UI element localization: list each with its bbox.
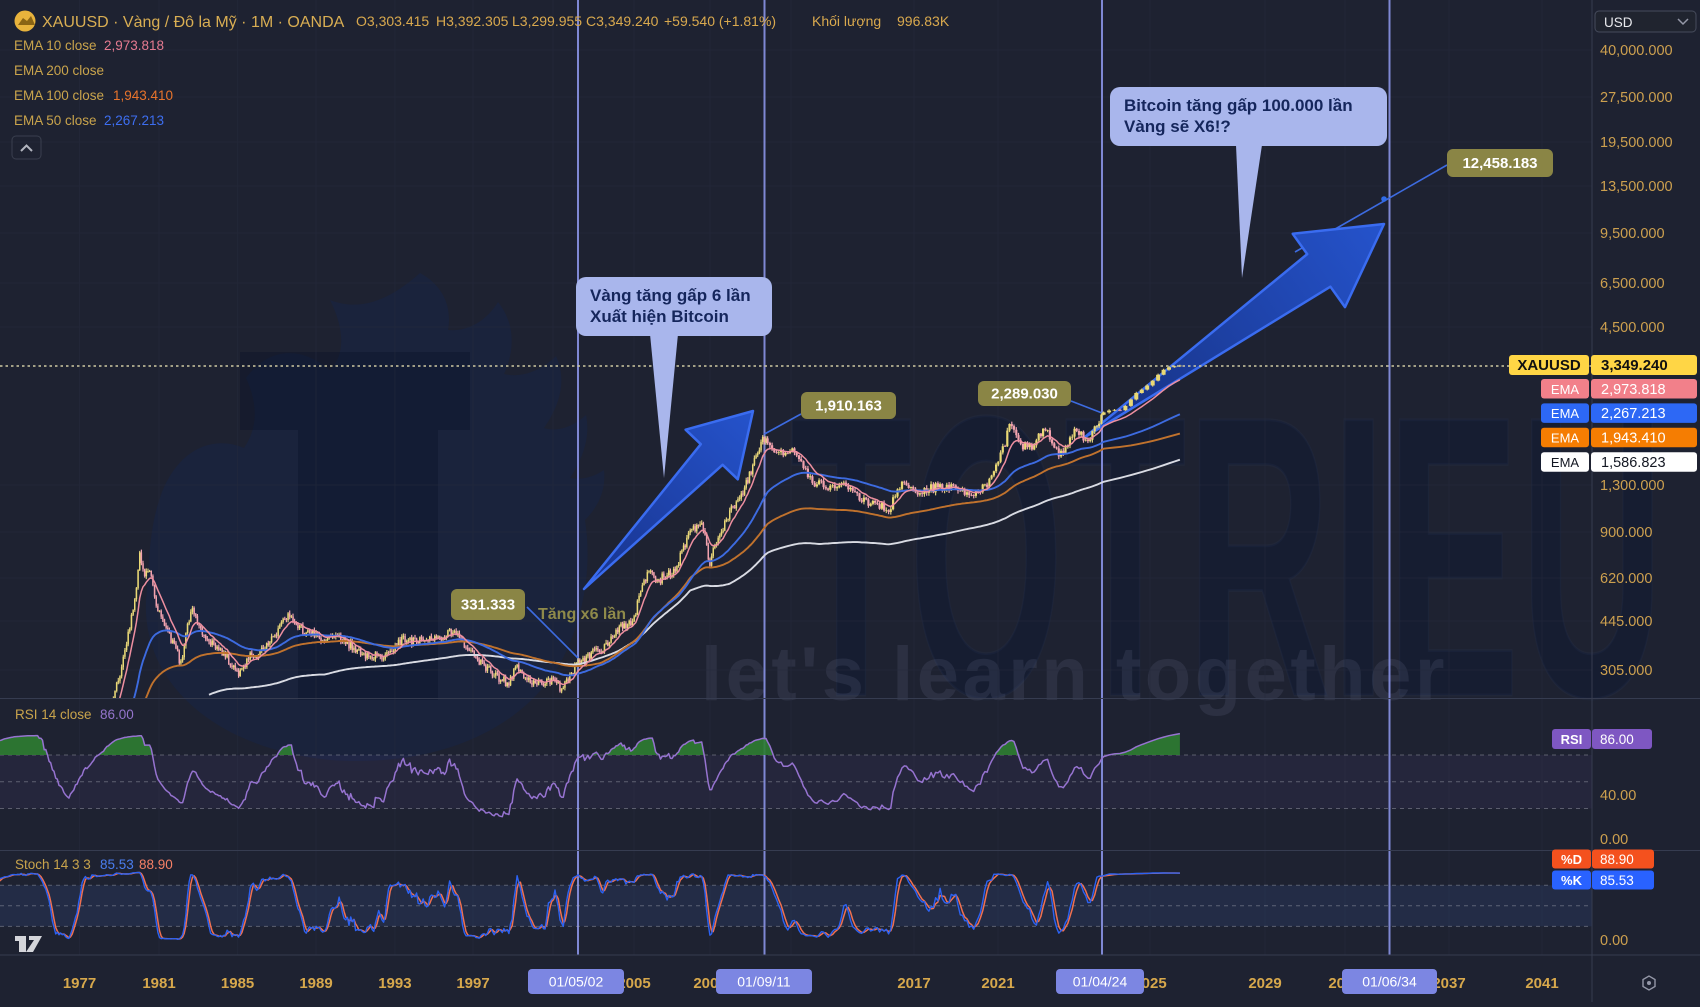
svg-text:Khối lượng: Khối lượng [812, 13, 881, 29]
svg-text:01/06/34: 01/06/34 [1362, 974, 1417, 990]
svg-text:2037: 2037 [1432, 975, 1465, 992]
svg-text:19,500.000: 19,500.000 [1600, 135, 1673, 151]
svg-text:1,943.410: 1,943.410 [1601, 431, 1666, 447]
svg-text:01/05/02: 01/05/02 [549, 974, 604, 990]
svg-text:2,973.818: 2,973.818 [104, 38, 164, 53]
svg-text:2,267.213: 2,267.213 [104, 113, 164, 128]
svg-text:331.333: 331.333 [461, 597, 515, 614]
svg-text:L3,299.955: L3,299.955 [512, 13, 582, 29]
svg-text:86.00: 86.00 [1600, 732, 1634, 747]
svg-text:01/09/11: 01/09/11 [737, 974, 791, 990]
svg-text:USD: USD [1604, 15, 1633, 30]
svg-text:9,500.000: 9,500.000 [1600, 226, 1665, 242]
svg-text:305.000: 305.000 [1600, 663, 1652, 679]
svg-text:1,300.000: 1,300.000 [1600, 478, 1665, 494]
svg-text:O3,303.415: O3,303.415 [356, 13, 429, 29]
svg-text:1,943.410: 1,943.410 [113, 88, 173, 103]
svg-text:EMA 10 close: EMA 10 close [14, 38, 97, 53]
svg-text:XAUUSD · Vàng / Đô la Mỹ · 1M: XAUUSD · Vàng / Đô la Mỹ · 1M · OANDA [42, 14, 345, 31]
svg-text:2029: 2029 [1248, 975, 1281, 992]
svg-text:445.000: 445.000 [1600, 614, 1652, 630]
svg-text:6,500.000: 6,500.000 [1600, 276, 1665, 292]
svg-text:RSI: RSI [1561, 732, 1583, 747]
svg-text:EMA 50 close: EMA 50 close [14, 113, 97, 128]
svg-text:EMA: EMA [1551, 431, 1580, 446]
svg-text:H3,392.305: H3,392.305 [436, 13, 509, 29]
svg-text:0.00: 0.00 [1600, 933, 1628, 949]
svg-text:996.83K: 996.83K [897, 13, 950, 29]
svg-text:2017: 2017 [897, 975, 930, 992]
svg-text:27,500.000: 27,500.000 [1600, 90, 1673, 106]
svg-text:Stoch 14 3 3: Stoch 14 3 3 [15, 857, 91, 872]
svg-text:Vàng tăng gấp 6 lần: Vàng tăng gấp 6 lần [590, 286, 751, 305]
svg-text:%K: %K [1561, 873, 1583, 888]
svg-text:EMA: EMA [1551, 455, 1580, 470]
svg-text:+59.540 (+1.81%): +59.540 (+1.81%) [664, 13, 776, 29]
svg-text:2,267.213: 2,267.213 [1601, 406, 1666, 422]
svg-text:Tăng x6 lần: Tăng x6 lần [538, 606, 626, 623]
svg-text:EMA: EMA [1551, 406, 1580, 421]
svg-text:2,289.030: 2,289.030 [991, 386, 1058, 403]
svg-text:C3,349.240: C3,349.240 [586, 13, 659, 29]
svg-text:620.000: 620.000 [1600, 571, 1652, 587]
svg-text:1977: 1977 [63, 975, 96, 992]
svg-text:85.53: 85.53 [100, 857, 134, 872]
svg-text:3,349.240: 3,349.240 [1601, 357, 1668, 374]
svg-text:Xuất hiện Bitcoin: Xuất hiện Bitcoin [590, 307, 729, 326]
svg-text:13,500.000: 13,500.000 [1600, 179, 1673, 195]
svg-text:85.53: 85.53 [1600, 873, 1634, 888]
svg-text:Bitcoin tăng gấp 100.000 lần: Bitcoin tăng gấp 100.000 lần [1124, 96, 1353, 115]
svg-text:86.00: 86.00 [100, 707, 134, 722]
svg-text:12,458.183: 12,458.183 [1462, 155, 1537, 172]
svg-text:1997: 1997 [456, 975, 489, 992]
svg-text:EMA 200 close: EMA 200 close [14, 63, 104, 78]
svg-text:2,973.818: 2,973.818 [1601, 382, 1666, 398]
svg-text:88.90: 88.90 [139, 857, 173, 872]
svg-text:XAUUSD: XAUUSD [1517, 357, 1581, 374]
svg-text:2041: 2041 [1525, 975, 1558, 992]
svg-text:1993: 1993 [378, 975, 411, 992]
svg-text:40,000.000: 40,000.000 [1600, 43, 1673, 59]
svg-text:%D: %D [1561, 852, 1582, 867]
svg-text:RSI 14 close: RSI 14 close [15, 707, 92, 722]
svg-text:88.90: 88.90 [1600, 852, 1634, 867]
svg-text:EMA 100 close: EMA 100 close [14, 88, 104, 103]
svg-text:Vàng sẽ X6!?: Vàng sẽ X6!? [1124, 117, 1231, 136]
svg-text:4,500.000: 4,500.000 [1600, 320, 1665, 336]
svg-text:01/04/24: 01/04/24 [1073, 974, 1128, 990]
svg-text:1,586.823: 1,586.823 [1601, 455, 1666, 471]
svg-text:2021: 2021 [981, 975, 1014, 992]
svg-text:let's learn together: let's learn together [701, 632, 1448, 717]
svg-text:900.000: 900.000 [1600, 525, 1652, 541]
svg-text:40.00: 40.00 [1600, 788, 1636, 804]
svg-text:EMA: EMA [1551, 382, 1580, 397]
svg-text:1,910.163: 1,910.163 [815, 398, 882, 415]
svg-text:1981: 1981 [142, 975, 175, 992]
svg-text:1985: 1985 [221, 975, 254, 992]
svg-text:1989: 1989 [299, 975, 332, 992]
svg-text:0.00: 0.00 [1600, 832, 1628, 848]
